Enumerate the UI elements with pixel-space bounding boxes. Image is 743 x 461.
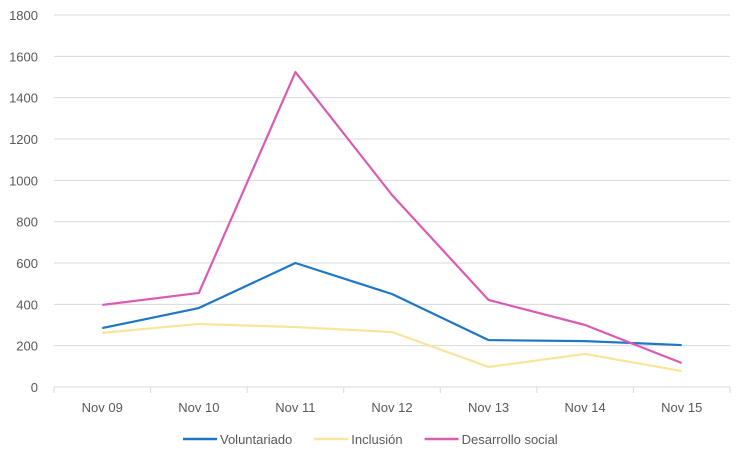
- x-tick-label: Nov 12: [371, 400, 412, 415]
- legend: Voluntariado Inclusión Desarrollo social: [183, 432, 558, 447]
- y-tick-label: 600: [16, 256, 38, 271]
- gridlines: [54, 14, 730, 388]
- x-tick-label: Nov 14: [565, 400, 606, 415]
- y-tick-label: 1800: [9, 8, 38, 23]
- y-tick-label: 400: [16, 297, 38, 312]
- x-tick-label: Nov 15: [661, 400, 702, 415]
- y-tick-label: 0: [31, 380, 38, 395]
- y-tick-label: 200: [16, 339, 38, 354]
- y-tick-label: 1600: [9, 49, 38, 64]
- x-tick-label: Nov 11: [275, 400, 315, 415]
- y-tick-label: 1200: [9, 132, 38, 147]
- y-tick-label: 1400: [9, 91, 38, 106]
- x-tick-label: Nov 13: [468, 400, 509, 415]
- y-tick-label: 1000: [9, 173, 38, 188]
- legend-label: Desarrollo social: [462, 432, 558, 447]
- y-tick-label: 800: [16, 215, 38, 230]
- series-line-desarrollo-social: [102, 70, 683, 365]
- legend-label: Voluntariado: [220, 432, 292, 447]
- legend-label: Inclusión: [351, 432, 402, 447]
- x-tick-label: Nov 09: [82, 400, 123, 415]
- y-axis-ticks: 0 200 400 600 800 1000 1200 1400 1600 1800: [9, 8, 38, 395]
- series-line-voluntariado: [102, 261, 682, 347]
- x-tick-label: Nov 10: [178, 400, 219, 415]
- series-line-inclusión: [102, 322, 682, 373]
- series-lines: [102, 70, 683, 373]
- x-axis: Nov 09 Nov 10 Nov 11 Nov 12 Nov 13 Nov 14 Nov …: [53, 387, 731, 415]
